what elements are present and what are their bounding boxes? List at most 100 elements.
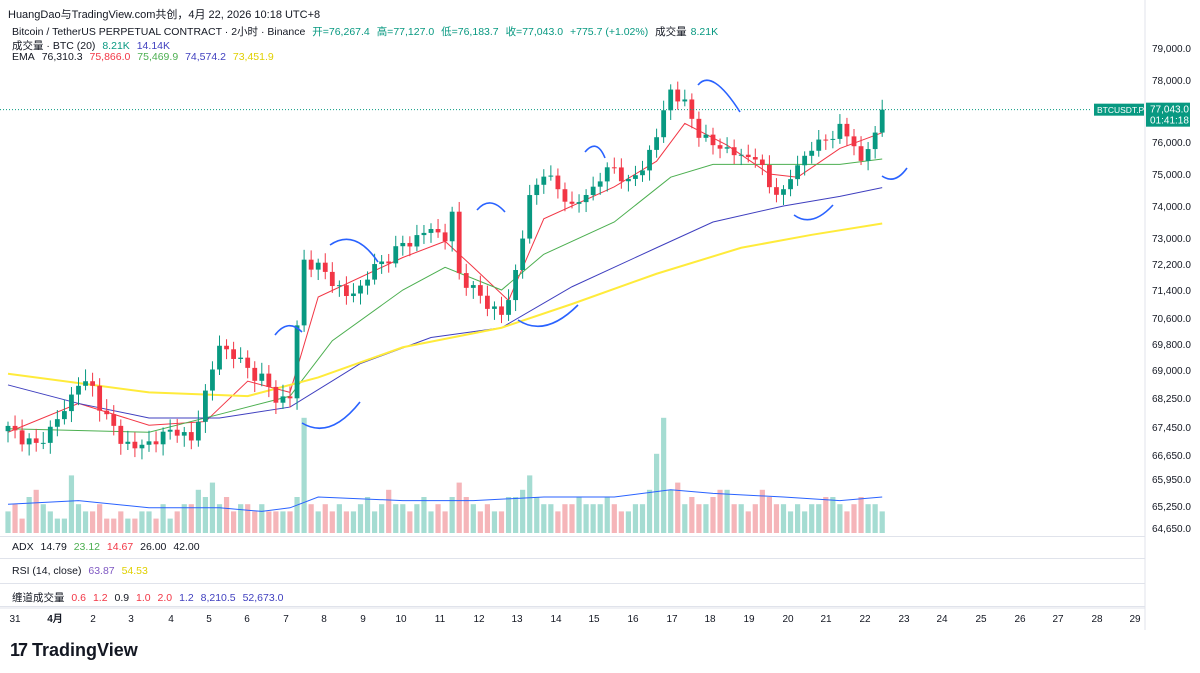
ema-label: EMA <box>12 51 35 63</box>
tradingview-logo-text: TradingView <box>32 640 138 660</box>
candle-body <box>675 89 681 102</box>
y-tick-label: 71,400.0 <box>1152 286 1191 297</box>
volume-legend: 成交量 · BTC (20) 8.21K 14.14K <box>12 38 174 53</box>
candle-body <box>97 385 103 411</box>
candle-body <box>710 134 716 146</box>
volume-bar <box>111 518 117 533</box>
y-tick-label: 70,600.0 <box>1152 314 1191 325</box>
candle-body <box>788 179 793 190</box>
candle-body <box>647 149 652 171</box>
volume-bar <box>160 504 166 533</box>
volume-bar <box>618 511 624 533</box>
volume-bar <box>421 497 427 533</box>
candle-body <box>752 157 758 160</box>
rsi-pane-label: RSI (14, close) 63.87 54.53 <box>12 565 148 577</box>
volume-bar <box>795 504 801 533</box>
volume-bar <box>174 511 180 533</box>
candle-body <box>661 110 667 138</box>
candle-body <box>879 109 885 133</box>
volume-bar <box>40 504 46 533</box>
candle-body <box>569 201 575 204</box>
candle-body <box>527 195 533 239</box>
volume-bar <box>146 511 152 533</box>
annotation-arc <box>476 202 506 213</box>
vol3-pane-label: 缠道成交量 0.6 1.2 0.9 1.0 2.0 1.2 8,210.5 52… <box>12 590 283 605</box>
ema-v1: 76,310.3 <box>41 51 83 63</box>
volume-bar <box>118 511 124 533</box>
candle-body <box>231 349 236 359</box>
x-tick-label: 18 <box>704 614 716 625</box>
candle-body <box>583 195 589 203</box>
y-tick-label: 75,000.0 <box>1152 170 1191 181</box>
volume-bar <box>259 504 265 533</box>
volume-bar <box>364 497 371 533</box>
candle-body <box>273 386 279 403</box>
candle-body <box>224 345 229 350</box>
adx-v1: 14.79 <box>40 541 67 553</box>
candle-body <box>781 189 786 195</box>
vol3-label: 缠道成交量 <box>12 592 65 604</box>
volume-bar <box>802 511 808 533</box>
candle-body <box>188 432 194 441</box>
y-tick-label: 68,250.0 <box>1152 394 1191 405</box>
candle-body <box>238 357 244 359</box>
tradingview-logo[interactable]: 17 TradingView <box>10 640 138 661</box>
volume-bar <box>787 511 794 533</box>
volume-bar <box>280 511 286 533</box>
price-tag-symbol-bg <box>1094 103 1144 116</box>
volume-bar <box>82 511 89 533</box>
candle-body <box>5 425 11 432</box>
candle-body <box>26 438 32 445</box>
change-value: +775.7 (+1.02%) <box>570 26 649 38</box>
volume-bar <box>505 497 512 533</box>
volume-bar <box>654 453 660 533</box>
candle-body <box>470 285 476 288</box>
candle-body <box>245 357 251 368</box>
volume-bar <box>372 511 378 533</box>
y-tick-label: 69,000.0 <box>1152 366 1191 377</box>
volume-bar <box>19 518 25 533</box>
volume-bar <box>498 511 505 533</box>
annotation-arc <box>274 324 303 336</box>
volume-bar <box>780 504 787 533</box>
volume-bar <box>167 518 173 533</box>
vol3-v4: 1.0 <box>136 592 151 604</box>
candle-body <box>47 426 53 443</box>
candle-body <box>851 136 857 147</box>
volume-line-label: 成交量 · BTC (20) <box>12 40 96 52</box>
volume-bar <box>717 489 723 533</box>
volume-bar <box>766 497 772 533</box>
volume-bar <box>661 417 667 533</box>
candle-body <box>315 262 321 270</box>
candle-body <box>682 99 688 102</box>
volume-bar <box>562 504 568 533</box>
volume-bar <box>287 511 293 533</box>
volume-bar <box>463 497 469 533</box>
symbol-legend: Bitcoin / TetherUS PERPETUAL CONTRACT · … <box>12 24 722 39</box>
candle-body <box>54 419 60 427</box>
x-tick-label: 26 <box>1014 614 1026 625</box>
candle-body <box>696 118 702 138</box>
candle-body <box>830 138 836 140</box>
candle-body <box>611 167 617 169</box>
candle-body <box>153 441 159 445</box>
volume-bar <box>745 511 751 533</box>
volume-bar <box>477 511 483 533</box>
volume-bar <box>54 518 60 533</box>
ema-line <box>7 222 883 398</box>
ema-v3: 75,469.9 <box>137 51 179 63</box>
volume-bar <box>491 511 498 533</box>
candle-body <box>604 167 610 182</box>
x-tick-label: 17 <box>666 614 678 625</box>
volume-bar <box>569 504 575 533</box>
ema-v4: 74,574.2 <box>185 51 226 63</box>
volume-bar <box>315 511 321 533</box>
candle-body <box>802 155 808 166</box>
candle-body <box>576 202 582 204</box>
volume-bar <box>68 475 75 533</box>
x-tick-label: 28 <box>1091 614 1103 625</box>
volume-bar <box>294 497 300 533</box>
candle-body <box>217 345 222 370</box>
volume-bar <box>809 504 815 533</box>
